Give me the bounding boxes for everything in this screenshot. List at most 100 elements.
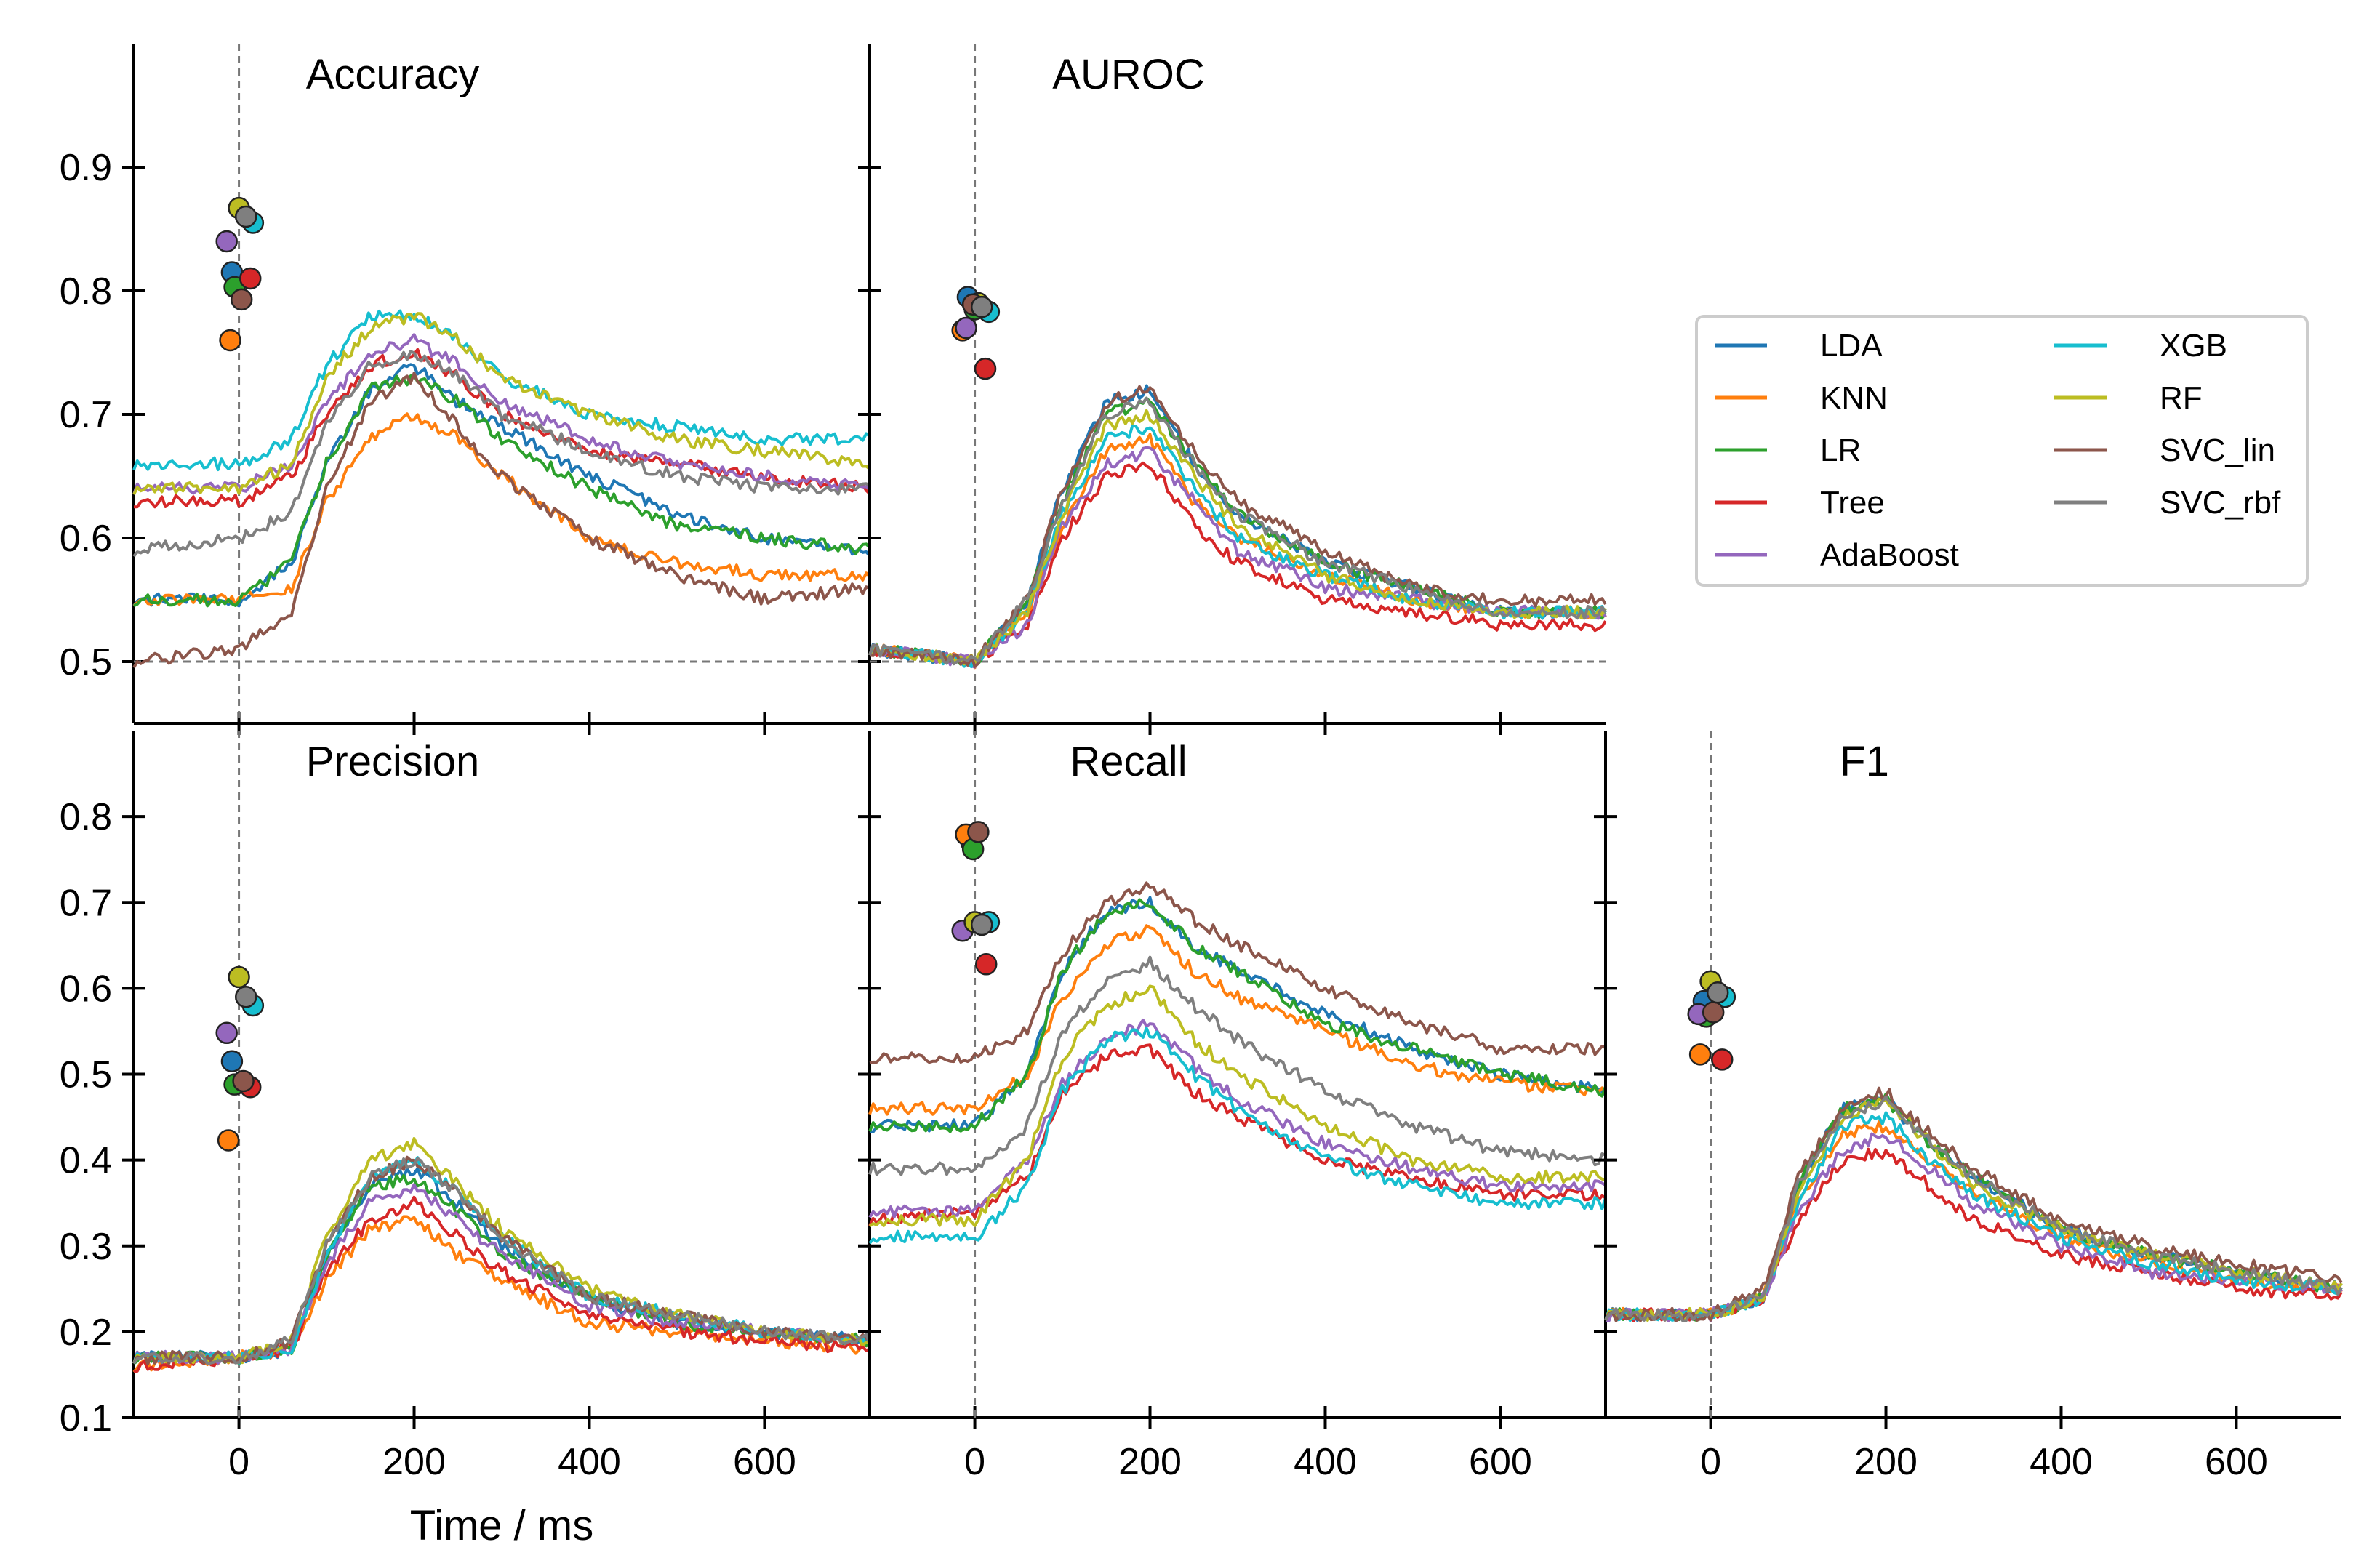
f1-title: F1 (1840, 738, 1889, 785)
accuracy-point-svc-rbf (234, 205, 257, 228)
auroc-line-xgb (868, 424, 1607, 669)
auroc-point-adaboost (955, 316, 977, 340)
f1-x-tick-label: 0 (1700, 1441, 1721, 1483)
recall-line-tree (868, 1043, 1607, 1227)
f1-point-knn (1688, 1043, 1712, 1066)
precision-point-rf (228, 965, 250, 989)
f1-point-tree (1710, 1048, 1734, 1071)
recall-x-tick-label: 0 (964, 1441, 985, 1483)
precision-y-tick-label: 0.3 (60, 1226, 112, 1268)
recall-point-tree (974, 953, 998, 976)
recall-point-svc-rbf (970, 913, 993, 936)
precision-y-tick-label: 0.5 (60, 1054, 112, 1096)
precision-x-tick-label: 0 (228, 1441, 249, 1483)
accuracy-point-adaboost (215, 230, 238, 253)
panel-recall: 0 200 400 600 Recall (858, 731, 1607, 1483)
auroc-line-lr (868, 396, 1607, 667)
accuracy-line-lr (133, 373, 871, 608)
legend-item-svc-lin: SVC_lin (2054, 433, 2275, 468)
accuracy-point-tree (239, 267, 262, 290)
legend-label-xgb: XGB (2160, 328, 2227, 364)
recall-line-adaboost (868, 1019, 1606, 1219)
legend-label-tree: Tree (1820, 485, 1885, 521)
precision-y-tick-label: 0.4 (60, 1140, 112, 1182)
precision-y-tick-label: 0.6 (60, 968, 112, 1010)
legend: LDA KNN LR Tree AdaBoost XGB RF SVC_lin SVC_rbf (1695, 315, 2309, 587)
legend-item-tree: Tree (1715, 485, 1885, 521)
precision-line-svc-rbf (132, 1157, 871, 1365)
accuracy-line-svc-lin (132, 372, 870, 669)
accuracy-title: Accuracy (306, 51, 480, 98)
panel-precision: 0.1 0.2 0.3 0.4 0.5 0.6 0.7 0.8 0 200 400 600 Precis… (60, 731, 871, 1483)
panel-auroc: AUROC (858, 44, 1607, 735)
accuracy-y-tick-label: 0.9 (60, 147, 112, 189)
legend-label-lr: LR (1820, 433, 1861, 468)
accuracy-y-tick-label: 0.8 (60, 270, 112, 313)
precision-y-tick-label: 0.8 (60, 796, 112, 838)
x-axis-label: Time / ms (410, 1502, 593, 1549)
precision-y-tick-label: 0.7 (60, 882, 112, 924)
auroc-line-tree (868, 461, 1607, 667)
panels-layer: 0.5 0.6 0.7 0.8 0.9 Accuracy AUROC 0.1 0.2 0.3 0.4… (60, 44, 2343, 1483)
recall-line-rf (868, 984, 1606, 1228)
accuracy-line-svc-rbf (132, 350, 870, 558)
accuracy-point-knn (219, 329, 241, 352)
f1-line-adaboost (1605, 1132, 2343, 1322)
legend-frame (1695, 315, 2309, 587)
legend-item-lda: LDA (1715, 328, 1883, 364)
auroc-line-rf (869, 409, 1607, 666)
accuracy-point-svc-lin (230, 288, 253, 311)
accuracy-y-tick-label: 0.5 (60, 641, 112, 683)
f1-line-knn (1604, 1120, 2343, 1322)
recall-x-tick-label: 600 (1469, 1441, 1532, 1483)
panel-f1: 0 200 400 600 F1 (1594, 731, 2343, 1483)
f1-x-tick-label: 600 (2205, 1441, 2268, 1483)
precision-point-adaboost (215, 1021, 238, 1045)
f1-line-svc-rbf (1604, 1095, 2343, 1322)
legend-label-rf: RF (2160, 380, 2203, 416)
f1-point-svc-rbf (1706, 981, 1729, 1004)
auroc-line-svc-rbf (868, 396, 1607, 666)
f1-x-tick-label: 400 (2030, 1441, 2093, 1483)
legend-label-svc-lin: SVC_lin (2160, 433, 2275, 468)
precision-point-svc-rbf (234, 985, 257, 1008)
precision-x-tick-label: 200 (382, 1441, 446, 1483)
legend-label-lda: LDA (1820, 328, 1883, 364)
accuracy-y-tick-label: 0.7 (60, 394, 112, 436)
recall-line-xgb (868, 1027, 1607, 1245)
auroc-title: AUROC (1052, 51, 1204, 98)
recall-title: Recall (1070, 738, 1187, 785)
legend-label-svc-rbf: SVC_rbf (2160, 485, 2281, 521)
precision-point-svc-lin (232, 1069, 255, 1093)
legend-entries: LDA KNN LR Tree AdaBoost XGB RF SVC_lin SVC_rbf (1715, 328, 2281, 573)
recall-line-knn (868, 924, 1607, 1116)
precision-point-knn (217, 1129, 240, 1152)
legend-item-knn: KNN (1715, 380, 1888, 416)
precision-line-svc-lin (132, 1155, 871, 1365)
recall-x-tick-label: 200 (1118, 1441, 1182, 1483)
accuracy-y-tick-label: 0.6 (60, 518, 112, 560)
recall-point-svc-lin (967, 821, 990, 843)
precision-point-lda (220, 1050, 244, 1073)
legend-label-adaboost: AdaBoost (1820, 537, 1959, 573)
precision-y-tick-label: 0.1 (60, 1397, 112, 1439)
recall-line-lr (868, 898, 1607, 1133)
auroc-point-tree (974, 357, 997, 380)
recall-line-svc-rbf (868, 955, 1606, 1176)
accuracy-line-rf (132, 312, 871, 496)
legend-item-lr: LR (1715, 433, 1861, 468)
legend-item-xgb: XGB (2054, 328, 2227, 364)
legend-item-rf: RF (2054, 380, 2203, 416)
recall-line-svc-lin (869, 881, 1606, 1064)
precision-y-tick-label: 0.2 (60, 1312, 112, 1354)
legend-item-svc-rbf: SVC_rbf (2054, 485, 2281, 521)
precision-x-tick-label: 400 (558, 1441, 621, 1483)
legend-item-adaboost: AdaBoost (1715, 537, 1959, 573)
recall-x-tick-label: 400 (1294, 1441, 1357, 1483)
accuracy-line-lda (132, 363, 871, 608)
auroc-point-svc-rbf (970, 295, 993, 318)
precision-x-tick-label: 600 (733, 1441, 796, 1483)
accuracy-line-adaboost (132, 333, 871, 495)
panel-accuracy: 0.5 0.6 0.7 0.8 0.9 Accuracy (60, 44, 871, 735)
